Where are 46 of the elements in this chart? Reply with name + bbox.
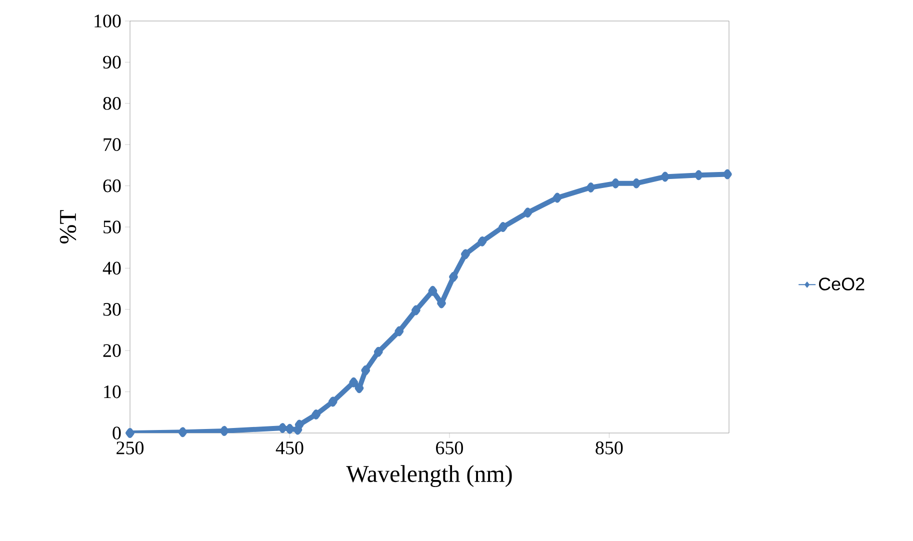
point xyxy=(220,426,229,436)
point xyxy=(461,249,470,260)
x-tick-label: 250 xyxy=(116,442,144,454)
y-tick-label: 20 xyxy=(103,344,121,358)
y-tick-label: 70 xyxy=(104,138,121,152)
point xyxy=(412,305,420,316)
point xyxy=(328,396,338,407)
y-tick-label: 100 xyxy=(94,14,121,28)
point xyxy=(723,169,732,180)
y-tick-label: 50 xyxy=(104,220,121,234)
point xyxy=(660,172,670,182)
point xyxy=(478,236,487,246)
point xyxy=(449,272,458,282)
point xyxy=(694,170,704,180)
point xyxy=(361,365,370,376)
y-tick-label: 40 xyxy=(102,262,121,275)
x-tick-label: 850 xyxy=(596,442,623,454)
point xyxy=(293,424,302,435)
point xyxy=(126,428,134,438)
point xyxy=(178,427,188,438)
point xyxy=(294,420,304,430)
point xyxy=(611,178,620,188)
y-axis-title: %T xyxy=(60,210,76,244)
point xyxy=(312,409,320,420)
y-tick-label: 0 xyxy=(112,426,121,440)
x-tick-label: 450 xyxy=(276,442,304,454)
legend-label: CeO2 xyxy=(819,278,864,290)
y-tick-label: 80 xyxy=(103,96,121,110)
y-tick-label: 60 xyxy=(103,179,121,192)
point xyxy=(552,192,562,203)
point xyxy=(586,182,596,192)
y-tick-label: 10 xyxy=(104,385,121,398)
y-tick-label: 90 xyxy=(103,56,121,69)
point xyxy=(394,326,404,336)
y-tick-label: 30 xyxy=(103,302,121,316)
point xyxy=(498,222,508,232)
point xyxy=(632,178,641,188)
point xyxy=(354,383,364,394)
point xyxy=(428,286,438,296)
point xyxy=(523,208,532,218)
point xyxy=(285,424,294,434)
point xyxy=(349,377,358,388)
x-axis-title: Wavelength (nm) xyxy=(346,465,512,488)
point xyxy=(278,423,287,434)
x-tick-label: 650 xyxy=(436,442,463,454)
point xyxy=(374,346,383,357)
